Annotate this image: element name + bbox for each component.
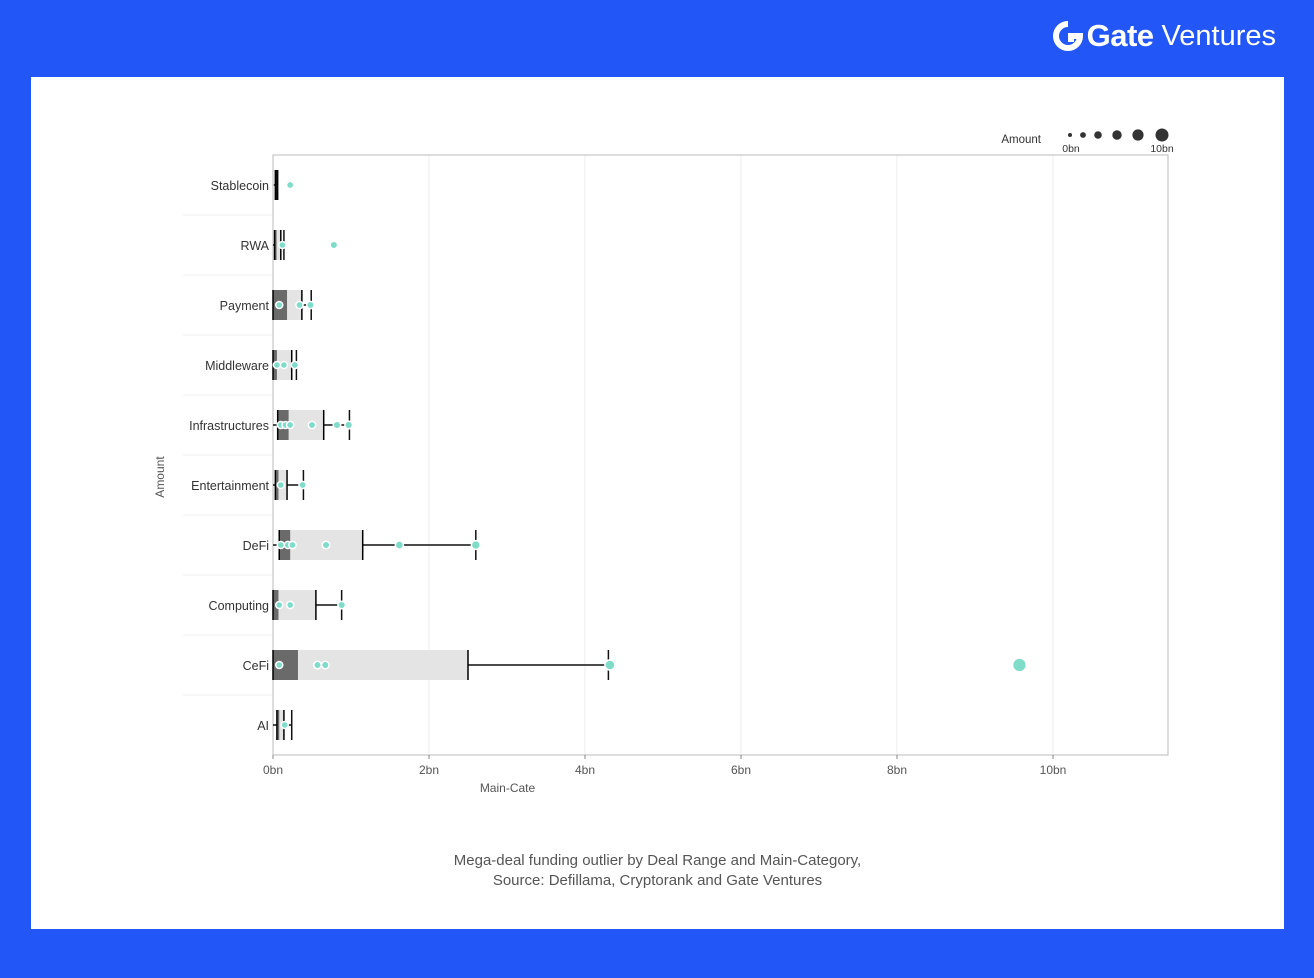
legend-size-dot bbox=[1155, 128, 1169, 142]
data-point bbox=[272, 360, 282, 370]
brand-subname: Ventures bbox=[1161, 19, 1276, 52]
brand-logo: Gate Ventures bbox=[1052, 18, 1276, 54]
legend-title: Amount bbox=[1001, 134, 1041, 146]
data-point bbox=[470, 539, 481, 551]
category-label: Stablecoin bbox=[211, 179, 269, 193]
gate-logo-icon bbox=[1052, 21, 1083, 51]
data-point bbox=[306, 300, 315, 310]
box-outer bbox=[274, 230, 281, 260]
data-point bbox=[278, 240, 287, 250]
data-point bbox=[285, 600, 295, 610]
category-label: Computing bbox=[209, 599, 269, 613]
data-point bbox=[285, 420, 295, 430]
data-point bbox=[344, 420, 354, 430]
boxplot-chart: Stablecoin RWA Payment Middleware Infrastruc… bbox=[153, 128, 1174, 795]
category-label: DeFi bbox=[243, 539, 269, 553]
category-label: Payment bbox=[220, 299, 270, 313]
data-point bbox=[285, 180, 295, 190]
x-axis-label: Main-Cate bbox=[480, 781, 536, 795]
x-tick-label: 10bn bbox=[1040, 763, 1067, 777]
x-tick-label: 4bn bbox=[575, 763, 595, 777]
legend-min-label: 0bn bbox=[1062, 143, 1080, 155]
category-label: CeFi bbox=[243, 659, 269, 673]
data-point bbox=[274, 300, 284, 310]
data-point bbox=[280, 720, 290, 730]
data-point bbox=[320, 660, 330, 670]
legend-max-label: 10bn bbox=[1150, 143, 1174, 155]
data-point bbox=[307, 420, 317, 430]
category-label: Middleware bbox=[205, 359, 269, 373]
data-point bbox=[337, 600, 347, 610]
caption-line-2: Source: Defillama, Cryptorank and Gate V… bbox=[492, 872, 823, 889]
data-point bbox=[274, 660, 284, 670]
data-point bbox=[298, 480, 308, 490]
box-inner bbox=[274, 230, 277, 260]
data-point bbox=[276, 480, 286, 490]
chart-caption: Mega-deal funding outlier by Deal Range … bbox=[31, 851, 1284, 891]
legend-size-dot bbox=[1132, 129, 1144, 141]
legend-size-dot bbox=[1068, 133, 1072, 137]
data-point bbox=[394, 540, 405, 550]
y-axis-label: Amount bbox=[153, 456, 167, 498]
x-tick-label: 6bn bbox=[731, 763, 751, 777]
data-point bbox=[279, 360, 289, 370]
legend-size-dot bbox=[1094, 131, 1102, 139]
legend-size-dot bbox=[1080, 132, 1086, 138]
category-label: AI bbox=[257, 719, 269, 733]
category-label: Infrastructures bbox=[189, 419, 269, 433]
data-point bbox=[332, 420, 342, 430]
data-point bbox=[1011, 657, 1028, 673]
data-point bbox=[604, 659, 616, 671]
x-tick-label: 2bn bbox=[419, 763, 439, 777]
data-point bbox=[321, 540, 331, 550]
box-outer bbox=[273, 650, 468, 680]
data-point bbox=[290, 360, 300, 370]
data-point bbox=[274, 600, 284, 610]
data-point bbox=[329, 240, 339, 250]
chart-panel: Stablecoin RWA Payment Middleware Infrastruc… bbox=[31, 77, 1284, 929]
data-point bbox=[276, 540, 286, 550]
brand-name: Gate bbox=[1086, 18, 1154, 53]
box-inner bbox=[276, 710, 280, 740]
data-point bbox=[288, 540, 297, 550]
category-label: RWA bbox=[241, 239, 270, 253]
category-label: Entertainment bbox=[191, 479, 269, 493]
x-tick-label: 0bn bbox=[263, 763, 283, 777]
data-point bbox=[313, 660, 322, 670]
plot-frame bbox=[272, 154, 1169, 756]
data-point bbox=[295, 300, 304, 310]
caption-line-1: Mega-deal funding outlier by Deal Range … bbox=[453, 852, 862, 869]
x-tick-label: 8bn bbox=[887, 763, 907, 777]
legend-size-dot bbox=[1112, 130, 1122, 140]
